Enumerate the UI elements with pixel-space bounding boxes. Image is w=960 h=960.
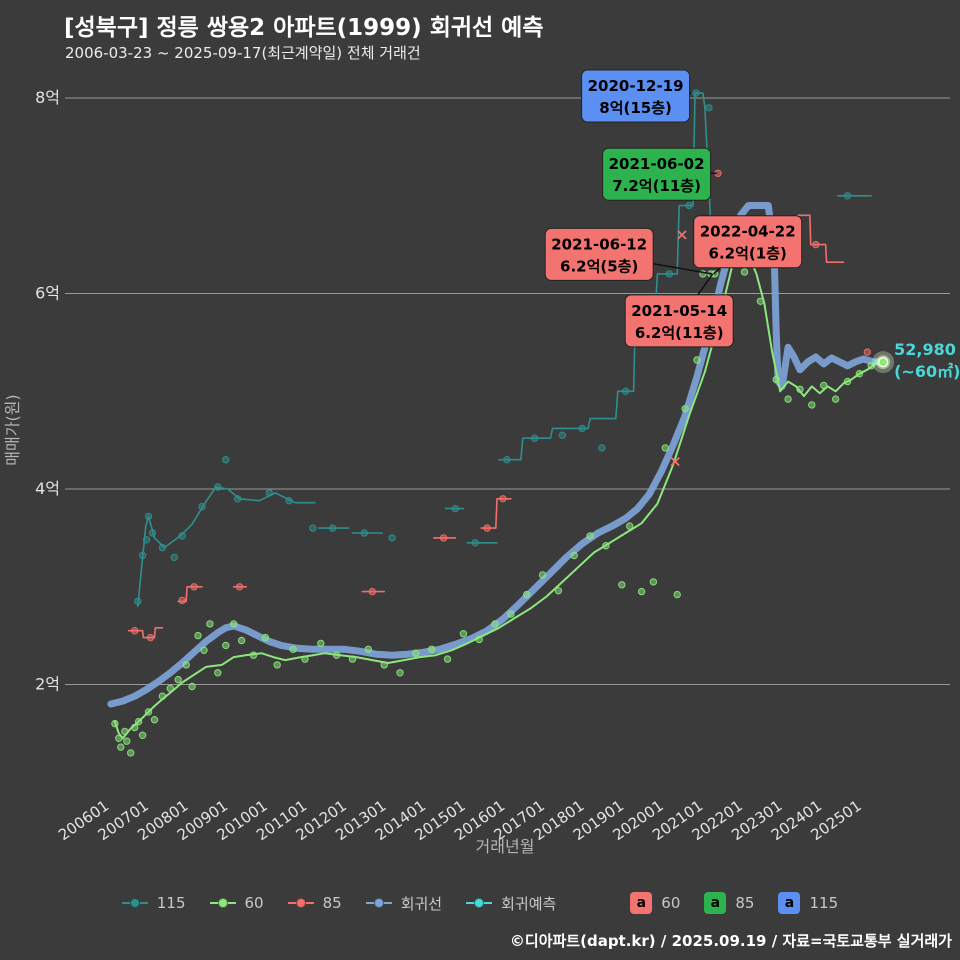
legend-annotation-85[interactable]: a 85 xyxy=(704,892,754,914)
annotation-2022-04-22: 2022-04-22 6.2억(1층) xyxy=(693,215,803,269)
svg-text:2021-06-12: 2021-06-12 xyxy=(551,235,647,253)
x-axis-title: 거래년월 xyxy=(476,837,535,856)
gridlines xyxy=(65,97,950,685)
scatter-60 xyxy=(111,258,875,757)
legend-item-label: 회귀예측 xyxy=(501,894,557,913)
legend-item-회귀예측[interactable]: 회귀예측 xyxy=(466,893,556,914)
legend-line-marker-icon xyxy=(121,896,148,910)
legend-line-marker-icon xyxy=(466,896,493,910)
svg-text:52,980: 52,980 xyxy=(894,340,956,359)
series-115-line xyxy=(137,92,873,608)
y-axis-title: 매매가(원) xyxy=(3,394,22,465)
series-85-line xyxy=(127,214,845,639)
legend-annotation-115[interactable]: a 115 xyxy=(778,892,838,914)
date-range-subtitle: 2006-03-23 ~ 2025-09-17(최근계약일) 전체 거래건 xyxy=(65,44,421,62)
svg-text:2022-04-22: 2022-04-22 xyxy=(700,223,796,241)
legend-item-label: 60 xyxy=(661,894,681,912)
series-60-line xyxy=(113,248,885,740)
svg-text:2021-06-02: 2021-06-02 xyxy=(609,155,705,173)
legend-item-60[interactable]: 60 xyxy=(209,894,264,912)
scatter-115 xyxy=(134,89,852,606)
prediction-price-label: 52,980 (~60㎡) xyxy=(894,340,960,381)
cancelled-x-markers xyxy=(670,230,687,467)
svg-text:6.2억(11층): 6.2억(11층) xyxy=(635,324,724,342)
legend-item-label: 회귀선 xyxy=(400,894,443,913)
annotation-2021-05-14: 2021-05-14 6.2억(11층) xyxy=(624,294,734,348)
legend-line-marker-icon xyxy=(287,896,314,910)
svg-text:8억(15층): 8억(15층) xyxy=(599,99,672,117)
prediction-point xyxy=(872,351,895,374)
legend-item-label: 85 xyxy=(735,894,755,912)
legend-item-label: 115 xyxy=(809,894,839,912)
x-axis-labels: 2006012007012008012009012010012011012012… xyxy=(55,797,865,845)
annotation-2021-06-12: 2021-06-12 6.2억(5층) xyxy=(544,227,654,281)
annotation-color-swatch-icon: a xyxy=(778,892,801,914)
svg-text:2021-05-14: 2021-05-14 xyxy=(631,302,727,320)
legend-item-label: 85 xyxy=(322,894,342,912)
svg-text:4억: 4억 xyxy=(35,479,60,498)
y-axis-labels: 2억 4억 6억 8억 xyxy=(35,88,60,694)
chart-legend: 115 60 85 회귀선 회귀예측 a 60 a 85 a 115 xyxy=(0,892,960,914)
legend-item-label: 60 xyxy=(244,894,264,912)
annotation-color-swatch-icon: a xyxy=(630,892,653,914)
svg-text:2020-12-19: 2020-12-19 xyxy=(588,77,684,95)
svg-text:6.2억(5층): 6.2억(5층) xyxy=(560,257,638,275)
svg-text:6.2억(1층): 6.2억(1층) xyxy=(709,245,787,263)
svg-text:7.2억(11층): 7.2억(11층) xyxy=(612,177,701,195)
annotation-connectors xyxy=(599,92,749,322)
svg-text:2억: 2억 xyxy=(35,675,60,694)
price-chart: 2억 4억 6억 8억 20060120070120080120090120100120… xyxy=(3,69,960,856)
annotation-color-swatch-icon: a xyxy=(704,892,727,914)
legend-item-85[interactable]: 85 xyxy=(287,894,342,912)
page-title: [성북구] 정릉 쌍용2 아파트(1999) 회귀선 예측 xyxy=(64,15,544,41)
annotation-2021-06-02: 2021-06-02 7.2억(11층) xyxy=(602,147,712,201)
legend-item-label: 115 xyxy=(156,894,186,912)
annotation-2020-12-19: 2020-12-19 8억(15층) xyxy=(581,69,691,123)
svg-text:8억: 8억 xyxy=(35,88,60,107)
legend-item-115[interactable]: 115 xyxy=(121,894,186,912)
legend-line-marker-icon xyxy=(365,896,392,910)
legend-item-회귀선[interactable]: 회귀선 xyxy=(365,893,443,914)
legend-annotation-60[interactable]: a 60 xyxy=(630,892,680,914)
legend-line-marker-icon xyxy=(209,896,236,910)
svg-text:6억: 6억 xyxy=(35,284,60,303)
footer-credit: ©디아파트(dapt.kr) / 2025.09.19 / 자료=국토교통부 실… xyxy=(509,932,952,950)
svg-text:(~60㎡): (~60㎡) xyxy=(894,362,960,381)
